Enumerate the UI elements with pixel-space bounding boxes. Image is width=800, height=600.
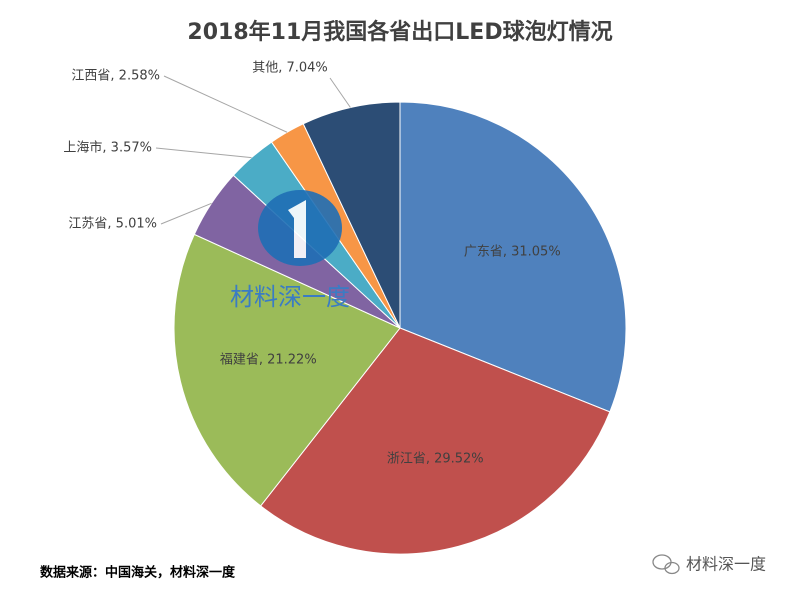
source-note: 数据来源：中国海关，材料深一度 <box>40 565 236 581</box>
leader-line <box>160 202 212 225</box>
data-label: 江西省, 2.58% <box>71 69 160 84</box>
data-label: 广东省, 31.05% <box>464 244 561 259</box>
pie: 广东省, 31.05% 浙江省, 29.52% 福建省, 21.22% 江苏省, 5.… <box>63 61 627 555</box>
pie-slice <box>399 101 627 413</box>
brand-text: 材料深一度 <box>686 555 766 574</box>
chart-title: 2018年11月我国各省出口LED球泡灯情况 <box>187 19 612 45</box>
watermark-logo <box>258 190 342 266</box>
watermark-text: 材料深一度 <box>230 283 350 311</box>
data-label: 浙江省, 29.52% <box>387 451 484 466</box>
logo-mark <box>288 200 306 258</box>
pie-slice <box>173 233 401 507</box>
data-label: 其他, 7.04% <box>252 61 328 76</box>
data-label: 江苏省, 5.01% <box>68 216 157 232</box>
data-label: 上海市, 3.57% <box>63 140 152 156</box>
leader-line <box>155 147 252 159</box>
data-label: 福建省, 21.22% <box>220 353 317 368</box>
pie-slice <box>259 327 611 555</box>
leader-line <box>329 77 351 108</box>
leader-line <box>163 75 288 133</box>
brand-icon <box>652 554 680 575</box>
